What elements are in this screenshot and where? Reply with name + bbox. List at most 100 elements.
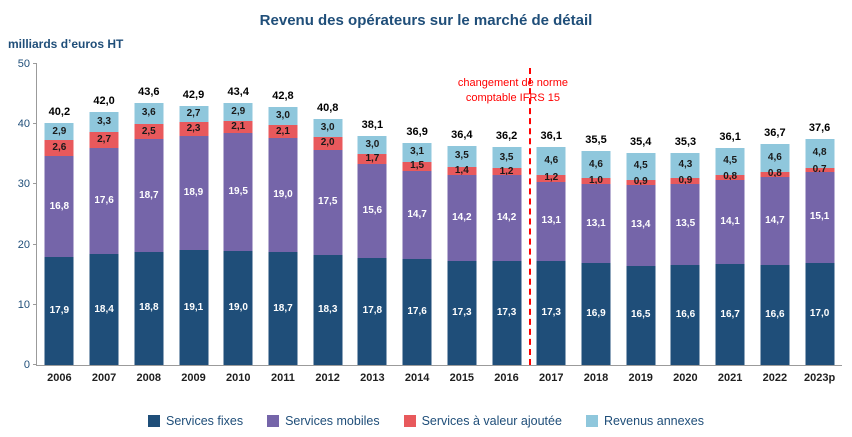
- stacked-bar: 17,6 14,7 1,5 3,1: [402, 64, 432, 365]
- segment-value-label: 18,3: [317, 303, 338, 315]
- legend-swatch-services-mobiles: [267, 415, 280, 427]
- bar-segment-services-valeur-ajoutee: 0,9: [626, 177, 656, 187]
- bar-segment-services-valeur-ajoutee: 1,4: [447, 166, 477, 176]
- bar-total-label: 35,5: [585, 133, 607, 146]
- segment-value-label: 16,5: [630, 309, 651, 321]
- bar-column-2010: 19,0 19,5 2,1 2,9 43,4 2010: [216, 64, 261, 384]
- bar-segment-services-mobiles: 13,1: [581, 184, 611, 264]
- x-axis-label: 2018: [583, 372, 609, 384]
- segment-value-label: 0,8: [767, 168, 782, 180]
- x-axis-label: 2017: [539, 372, 564, 384]
- bar-column-2013: 17,8 15,6 1,7 3,0 38,1 2013: [350, 64, 395, 384]
- bar-column-2008: 18,8 18,7 2,5 3,6 43,6 2008: [126, 64, 171, 384]
- legend: Services fixes Services mobiles Services à…: [0, 414, 852, 428]
- segment-value-label: 2,5: [141, 125, 156, 137]
- bar-column-2009: 19,1 18,9 2,3 2,7 42,9 2009: [171, 64, 216, 384]
- segment-value-label: 3,3: [97, 116, 112, 128]
- x-axis-label: 2011: [271, 372, 295, 384]
- stacked-bar: 19,0 19,5 2,1 2,9: [223, 64, 253, 365]
- bar-segment-services-mobiles: 13,4: [626, 185, 656, 266]
- bar-segment-services-fixes: 17,6: [402, 259, 432, 365]
- bar-column-2023p: 17,0 15,1 0,7 4,8 37,6 2023p: [797, 64, 842, 384]
- bar-segment-services-mobiles: 14,2: [447, 175, 477, 261]
- x-axis-label: 2012: [315, 372, 340, 384]
- stacked-bar: 18,3 17,5 2,0 3,0: [313, 64, 343, 365]
- bar-segment-services-mobiles: 15,1: [805, 171, 835, 263]
- bar-column-2016: 17,3 14,2 1,2 3,5 36,2 2016: [484, 64, 529, 384]
- y-tick-mark: [33, 364, 37, 365]
- bar-segment-services-valeur-ajoutee: 1,7: [357, 153, 387, 164]
- segment-value-label: 3,0: [320, 122, 335, 134]
- bar-segment-services-fixes: 17,3: [492, 260, 522, 365]
- x-axis-label: 2022: [762, 372, 788, 384]
- bar-segment-services-fixes: 16,9: [581, 263, 611, 365]
- bar-total-label: 42,8: [272, 90, 294, 103]
- segment-value-label: 17,3: [452, 306, 472, 318]
- x-axis-label: 2010: [225, 372, 251, 384]
- bar-segment-services-valeur-ajoutee: 2,0: [313, 137, 343, 150]
- stacked-bar: 18,8 18,7 2,5 3,6: [134, 64, 164, 365]
- x-axis-label: 2009: [181, 372, 206, 384]
- segment-value-label: 3,5: [454, 150, 469, 162]
- y-tick-label: 50: [17, 58, 30, 70]
- stacked-bar: 16,9 13,1 1,0 4,6: [581, 64, 611, 365]
- segment-value-label: 1,2: [544, 172, 559, 184]
- bar-total-label: 36,1: [719, 130, 741, 143]
- bar-total-label: 36,2: [495, 130, 518, 143]
- x-axis-label: 2008: [136, 372, 162, 384]
- bar-segment-revenus-annexes: 3,6: [134, 102, 164, 125]
- segment-value-label: 4,3: [678, 159, 693, 171]
- plot-area: 17,9 16,8 2,6 2,9 40,2 2006 18,4 17,6 2,7 3,3 42,0…: [18, 58, 842, 384]
- x-axis-label: 2020: [673, 372, 698, 384]
- bar-segment-services-fixes: 16,5: [626, 265, 656, 365]
- bar-segment-services-mobiles: 14,1: [715, 179, 745, 265]
- segment-value-label: 13,4: [630, 219, 651, 231]
- segment-value-label: 18,9: [183, 187, 204, 199]
- segment-value-label: 17,9: [49, 305, 70, 317]
- segment-value-label: 19,1: [183, 301, 204, 313]
- y-tick-label: 20: [17, 238, 30, 251]
- bar-segment-revenus-annexes: 4,8: [805, 138, 835, 168]
- bar-segment-services-fixes: 17,8: [357, 257, 387, 365]
- bar-segment-services-mobiles: 18,7: [134, 139, 164, 252]
- ifrs15-annotation-line1: changement de norme: [457, 77, 568, 89]
- x-axis-label: 2021: [717, 372, 743, 384]
- bar-column-2014: 17,6 14,7 1,5 3,1 36,9 2014: [395, 64, 440, 384]
- ifrs15-annotation: changement de norme comptable IFRS 15: [458, 76, 568, 106]
- segment-value-label: 15,1: [809, 211, 830, 223]
- bar-segment-revenus-annexes: 3,0: [357, 135, 387, 154]
- bar-total-label: 42,9: [182, 89, 205, 102]
- bar-segment-services-fixes: 19,0: [223, 250, 253, 365]
- legend-label: Revenus annexes: [603, 414, 705, 428]
- segment-value-label: 17,5: [317, 196, 338, 208]
- x-axis-label: 2019: [628, 372, 653, 384]
- x-axis-label: 2007: [91, 372, 117, 384]
- stacked-bar: 17,3 13,1 1,2 4,6: [536, 64, 566, 365]
- bar-segment-services-fixes: 18,3: [313, 254, 343, 365]
- bar-column-2019: 16,5 13,4 0,9 4,5 35,4 2019: [618, 64, 663, 384]
- bar-segment-services-mobiles: 16,8: [44, 156, 74, 258]
- x-axis-label: 2014: [404, 372, 430, 384]
- bar-total-label: 37,6: [808, 121, 831, 134]
- y-tick-mark: [33, 123, 37, 125]
- segment-value-label: 19,0: [273, 189, 293, 201]
- segment-value-label: 0,9: [678, 175, 693, 187]
- bar-segment-services-valeur-ajoutee: 2,3: [179, 122, 209, 137]
- segment-value-label: 2,3: [186, 123, 201, 135]
- segment-value-label: 2,7: [97, 134, 112, 146]
- segment-value-label: 1,2: [499, 165, 514, 177]
- bar-segment-services-valeur-ajoutee: 2,6: [44, 140, 74, 157]
- bar-segment-services-valeur-ajoutee: 2,1: [268, 125, 298, 139]
- bar-segment-services-fixes: 16,7: [715, 264, 745, 365]
- bar-column-2011: 18,7 19,0 2,1 3,0 42,8 2011: [261, 64, 306, 384]
- bar-segment-revenus-annexes: 3,5: [492, 147, 522, 169]
- segment-value-label: 2,6: [52, 142, 67, 154]
- segment-value-label: 19,5: [228, 185, 248, 197]
- bar-total-label: 42,0: [93, 95, 115, 108]
- segment-value-label: 4,6: [767, 151, 782, 163]
- bar-segment-revenus-annexes: 4,6: [581, 150, 611, 179]
- bar-segment-services-valeur-ajoutee: 1,0: [581, 176, 611, 186]
- bar-segment-services-valeur-ajoutee: 1,5: [402, 161, 432, 171]
- segment-value-label: 2,1: [231, 120, 246, 132]
